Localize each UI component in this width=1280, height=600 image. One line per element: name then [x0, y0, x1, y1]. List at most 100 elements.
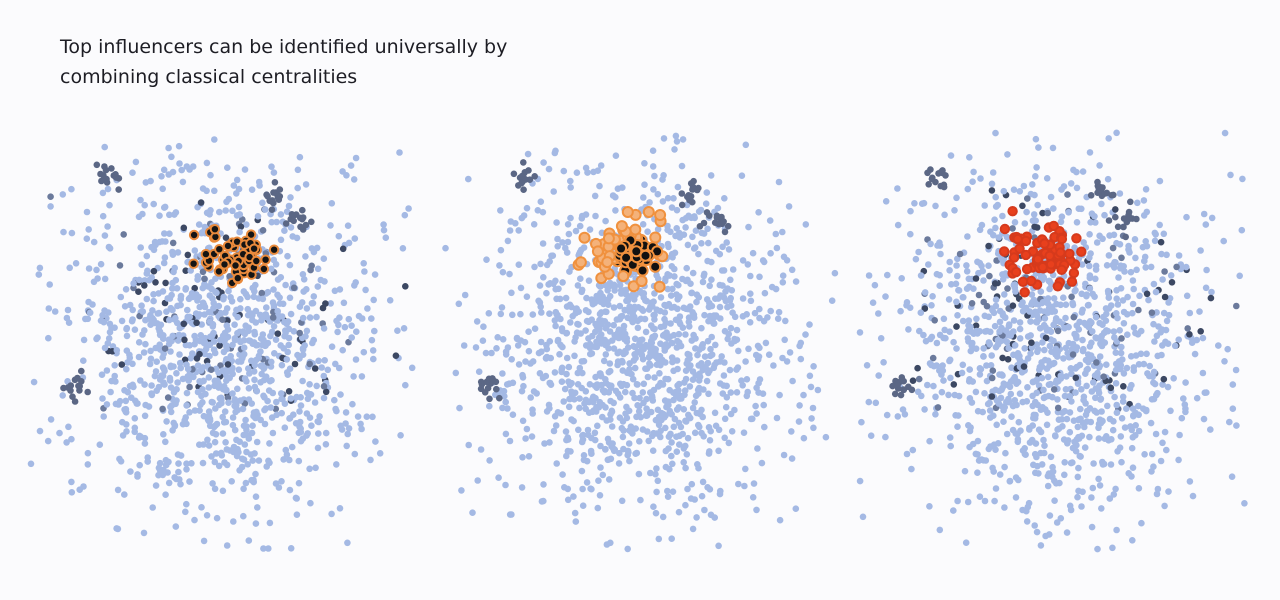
node: [640, 294, 648, 302]
node: [235, 185, 243, 193]
node: [1117, 433, 1125, 440]
node: [1040, 436, 1047, 444]
node: [1045, 392, 1052, 400]
node: [898, 275, 905, 282]
node: [1132, 352, 1140, 359]
node: [1131, 236, 1139, 243]
node: [669, 285, 676, 293]
node: [578, 246, 585, 254]
node: [924, 381, 931, 389]
node: [1189, 492, 1197, 500]
node: [564, 221, 572, 228]
node: [779, 279, 787, 286]
node: [1098, 408, 1105, 415]
node: [775, 178, 783, 186]
node: [641, 181, 648, 188]
node: [303, 389, 311, 397]
node: [353, 328, 360, 336]
node: [703, 377, 711, 385]
node: [156, 376, 164, 383]
node: [331, 396, 338, 404]
node: [206, 422, 214, 430]
node: [64, 306, 72, 314]
node: [553, 219, 560, 226]
node: [1104, 287, 1112, 295]
node: [597, 442, 604, 450]
node: [626, 457, 633, 465]
node: [1054, 404, 1062, 412]
node: [1224, 345, 1231, 353]
node: [172, 523, 180, 530]
node: [59, 392, 66, 399]
node: [242, 416, 249, 424]
node: [1091, 407, 1098, 415]
node: [917, 272, 925, 279]
node: [554, 235, 561, 243]
node: [980, 345, 987, 352]
node: [1163, 446, 1170, 454]
node: [149, 504, 156, 511]
node: [1071, 233, 1082, 244]
node: [985, 262, 992, 270]
node: [939, 167, 946, 174]
node: [189, 163, 197, 170]
node: [212, 405, 219, 412]
node: [360, 260, 368, 267]
node: [248, 243, 260, 254]
node: [988, 374, 996, 382]
node: [211, 485, 219, 493]
node: [934, 404, 942, 411]
node: [523, 293, 531, 301]
node: [1105, 217, 1113, 224]
node: [158, 173, 165, 180]
node: [552, 277, 559, 285]
node: [695, 384, 703, 392]
node: [219, 332, 227, 340]
node: [499, 268, 507, 276]
node: [269, 429, 277, 437]
node: [166, 377, 174, 384]
node: [1052, 480, 1060, 487]
node: [592, 408, 600, 415]
node: [93, 266, 100, 274]
node: [1119, 398, 1127, 405]
node: [286, 456, 293, 464]
node: [525, 453, 533, 460]
node: [629, 375, 637, 383]
node: [884, 271, 891, 279]
node: [604, 287, 611, 294]
node: [1006, 478, 1014, 485]
node: [871, 281, 879, 289]
node: [68, 229, 76, 237]
node: [810, 363, 817, 370]
node: [213, 266, 225, 277]
node: [1176, 431, 1183, 439]
node: [497, 207, 504, 214]
node: [1021, 263, 1033, 275]
node: [586, 381, 594, 388]
node: [251, 255, 262, 267]
node: [1029, 181, 1036, 188]
node: [241, 330, 249, 338]
node: [211, 458, 219, 466]
node: [643, 405, 650, 413]
node: [761, 423, 768, 431]
node: [673, 291, 680, 298]
node: [727, 276, 734, 284]
node: [1019, 287, 1030, 298]
node: [80, 357, 87, 365]
node: [650, 186, 657, 193]
node: [1130, 285, 1137, 293]
node: [938, 388, 946, 396]
node: [655, 359, 663, 367]
node: [203, 159, 211, 167]
node: [36, 427, 44, 435]
node: [724, 335, 731, 343]
node: [342, 409, 350, 416]
node: [1076, 452, 1084, 460]
node: [274, 276, 282, 283]
node: [497, 310, 505, 318]
node: [938, 371, 945, 378]
node: [635, 275, 648, 288]
node: [765, 351, 773, 359]
